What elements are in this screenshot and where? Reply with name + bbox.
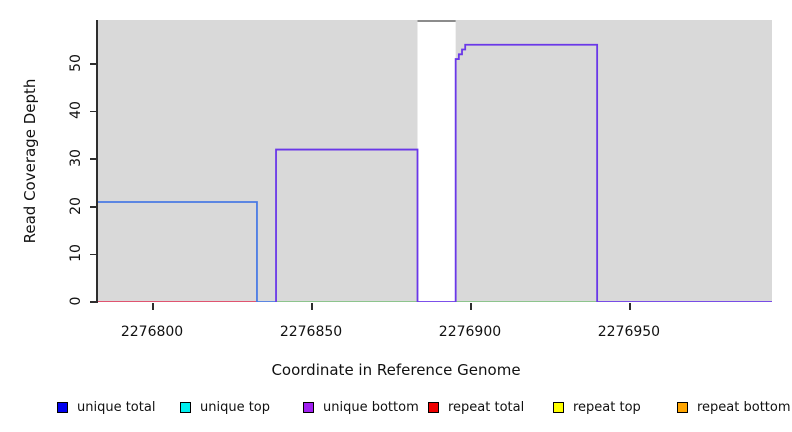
y-axis-tick-label: 30 xyxy=(68,149,84,168)
y-axis-tick xyxy=(90,110,97,113)
legend-label: repeat bottom xyxy=(697,399,791,415)
legend-item-repeat-bottom: repeat bottom xyxy=(677,398,791,416)
y-axis-line xyxy=(96,20,98,303)
legend-swatch-icon xyxy=(553,401,564,413)
legend-swatch-icon xyxy=(303,401,314,413)
x-axis-tick-label: 2276850 xyxy=(279,324,343,340)
legend-item-unique-total: unique total xyxy=(57,398,155,416)
y-axis-tick xyxy=(90,205,97,208)
y-axis-tick xyxy=(90,158,97,160)
legend-label: repeat top xyxy=(573,399,641,415)
x-axis-title: Coordinate in Reference Genome xyxy=(271,361,521,379)
legend-swatch-icon xyxy=(428,401,439,413)
x-axis-tick xyxy=(311,303,313,310)
y-axis-tick xyxy=(90,253,97,256)
legend-item-repeat-top: repeat top xyxy=(553,398,641,416)
legend-item-unique-top: unique top xyxy=(180,398,270,416)
legend-label: repeat total xyxy=(448,399,525,415)
x-axis-tick xyxy=(152,303,154,310)
x-axis-tick-label: 2276800 xyxy=(120,324,184,340)
x-axis-tick xyxy=(469,303,472,310)
x-axis-tick-label: 2276950 xyxy=(597,324,661,340)
y-axis-tick-label: 50 xyxy=(68,53,84,72)
y-axis-tick-label: 40 xyxy=(68,101,84,120)
unique-total-blue-step-trace xyxy=(98,201,277,302)
y-axis-tick xyxy=(90,63,97,65)
y-axis-title: Read Coverage Depth xyxy=(21,78,39,244)
coverage-gap-band xyxy=(417,20,456,302)
legend-swatch-icon xyxy=(677,401,688,413)
gap-band-top-cap xyxy=(417,20,456,22)
x-axis-tick xyxy=(628,303,631,310)
y-axis-tick-label: 0 xyxy=(68,296,84,306)
unique-bottom-purple-step-trace xyxy=(275,43,772,302)
y-axis-tick-label: 20 xyxy=(68,196,84,215)
plot-area xyxy=(98,20,772,302)
legend-swatch-icon xyxy=(57,401,68,413)
legend-item-unique-bottom: unique bottom xyxy=(303,398,419,416)
y-axis-tick-label: 10 xyxy=(68,244,84,263)
y-axis-tick xyxy=(90,301,97,303)
legend-label: unique bottom xyxy=(323,399,419,415)
legend: unique total unique top unique bottom repea… xyxy=(0,398,792,418)
legend-item-repeat-total: repeat total xyxy=(428,398,524,416)
legend-swatch-icon xyxy=(180,401,191,413)
legend-label: unique total xyxy=(77,399,156,415)
x-axis-tick-label: 2276900 xyxy=(438,324,502,340)
legend-label: unique top xyxy=(200,399,271,415)
coverage-traces xyxy=(98,20,772,302)
